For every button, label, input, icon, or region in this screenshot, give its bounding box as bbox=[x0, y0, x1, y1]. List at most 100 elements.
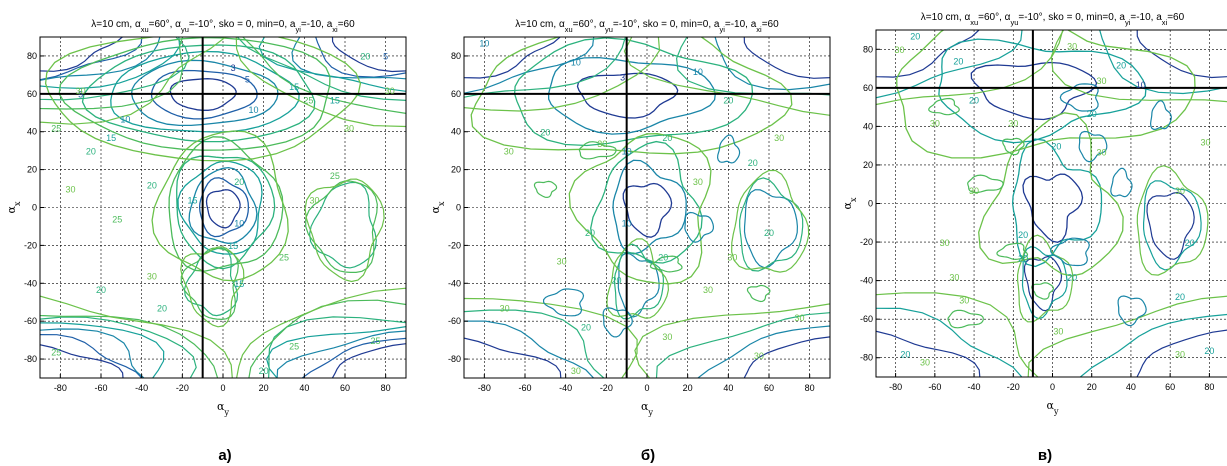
y-tick-label: 0 bbox=[868, 199, 873, 209]
contour-label: 3 bbox=[620, 73, 625, 83]
contour-label: 20 bbox=[581, 323, 591, 333]
contour-label: 30 bbox=[504, 146, 514, 156]
contour-label: 20 bbox=[360, 52, 370, 62]
y-tick-label: 80 bbox=[451, 51, 461, 61]
x-axis-label: αy bbox=[641, 400, 653, 417]
x-tick-label: 80 bbox=[805, 383, 815, 393]
contour-label: 30 bbox=[959, 296, 969, 306]
contour-label: 10 bbox=[693, 67, 703, 77]
x-tick-label: -40 bbox=[135, 383, 148, 393]
contour-label: 20 bbox=[86, 146, 96, 156]
contour-label: 15 bbox=[234, 279, 244, 289]
contour-label: 20 bbox=[969, 95, 979, 105]
y-tick-label: -40 bbox=[24, 278, 37, 288]
contour-label: 30 bbox=[940, 238, 950, 248]
x-tick-label: 40 bbox=[723, 383, 733, 393]
x-axis-label: αy bbox=[1046, 399, 1058, 416]
x-tick-label: -80 bbox=[889, 382, 902, 392]
contour-label: 20 bbox=[953, 57, 963, 67]
y-tick-label: -40 bbox=[860, 276, 873, 286]
contour-label: 30 bbox=[754, 351, 764, 361]
contour-label: 30 bbox=[1175, 350, 1185, 360]
x-tick-label: -60 bbox=[928, 382, 941, 392]
contour-label: 30 bbox=[774, 133, 784, 143]
panel-label: а) bbox=[218, 447, 231, 464]
contour-label: 20 bbox=[1067, 273, 1077, 283]
y-tick-label: -80 bbox=[24, 354, 37, 364]
y-tick-label: 60 bbox=[451, 89, 461, 99]
contour-label: 20 bbox=[662, 133, 672, 143]
y-tick-label: 40 bbox=[27, 127, 37, 137]
contour-label: 30 bbox=[344, 124, 354, 134]
contour-label: 20 bbox=[900, 350, 910, 360]
y-tick-label: 40 bbox=[451, 127, 461, 137]
contour-label: 30 bbox=[693, 177, 703, 187]
contour-label: 10 bbox=[248, 105, 258, 115]
y-tick-label: -80 bbox=[448, 354, 461, 364]
contour-label: 10 bbox=[622, 146, 632, 156]
contour-label: 20 bbox=[1204, 346, 1214, 356]
x-tick-label: 0 bbox=[644, 383, 649, 393]
panel-label: в) bbox=[1038, 447, 1052, 464]
x-tick-label: 40 bbox=[299, 383, 309, 393]
contour-label: 20 bbox=[147, 181, 157, 191]
y-tick-label: 20 bbox=[27, 165, 37, 175]
x-tick-label: 0 bbox=[220, 383, 225, 393]
contour-label: 30 bbox=[1200, 138, 1210, 148]
x-tick-label: -80 bbox=[478, 383, 491, 393]
panel-label: б) bbox=[641, 447, 655, 464]
contour-label: 30 bbox=[571, 366, 581, 376]
contour-label: 20 bbox=[1116, 61, 1126, 71]
contour-label: 25 bbox=[370, 336, 380, 346]
contour-label: 30 bbox=[1097, 76, 1107, 86]
contour-label: 30 bbox=[1067, 41, 1077, 51]
chart-title: λ=10 cm, αxu=60°, αyu=-10°, sko = 0, min… bbox=[515, 19, 779, 34]
contour-label: 30 bbox=[309, 196, 319, 206]
contour-label: 30 bbox=[500, 304, 510, 314]
x-tick-label: 60 bbox=[764, 383, 774, 393]
y-tick-label: 20 bbox=[451, 165, 461, 175]
contour-label: 30 bbox=[662, 332, 672, 342]
x-tick-label: -20 bbox=[176, 383, 189, 393]
contour-label: 20 bbox=[585, 228, 595, 238]
x-tick-label: -40 bbox=[968, 382, 981, 392]
contour-label: 20 bbox=[611, 275, 621, 285]
y-axis-label: αx bbox=[5, 201, 22, 213]
contour-label: 20 bbox=[1018, 253, 1028, 263]
contour-label: 20 bbox=[96, 285, 106, 295]
contour-label: 25 bbox=[330, 171, 340, 181]
contour-label: 25 bbox=[51, 347, 61, 357]
y-tick-label: -20 bbox=[448, 240, 461, 250]
y-tick-label: -20 bbox=[860, 237, 873, 247]
contour-label: 30 bbox=[385, 86, 395, 96]
contour-label: 3 bbox=[231, 63, 236, 73]
x-tick-label: 60 bbox=[1165, 382, 1175, 392]
contour-label: 20 bbox=[1018, 230, 1028, 240]
contour-label: 20 bbox=[540, 128, 550, 138]
y-tick-label: 60 bbox=[27, 89, 37, 99]
contour-label: 30 bbox=[930, 118, 940, 128]
contour-label: 20 bbox=[658, 253, 668, 263]
y-tick-label: 20 bbox=[863, 160, 873, 170]
contour-label: 15 bbox=[228, 241, 238, 251]
x-tick-label: -20 bbox=[600, 383, 613, 393]
y-tick-label: -80 bbox=[860, 353, 873, 363]
chart-title: λ=10 cm, αxu=60°, αyu=-10°, sko = 0, min… bbox=[91, 19, 355, 34]
contour-label: 30 bbox=[794, 313, 804, 323]
contour-label: 30 bbox=[597, 139, 607, 149]
contour-label: 20 bbox=[1175, 292, 1185, 302]
contour-label: 20 bbox=[748, 158, 758, 168]
contour-label: 30 bbox=[557, 256, 567, 266]
contour-label: 30 bbox=[895, 45, 905, 55]
chart-title: λ=10 cm, αxu=60°, αyu=-10°, sko = 0, min… bbox=[921, 12, 1185, 27]
contour-label: 20 bbox=[764, 228, 774, 238]
x-tick-label: 20 bbox=[683, 383, 693, 393]
contour-label: 10 bbox=[120, 114, 130, 124]
y-axis-label: αx bbox=[841, 197, 858, 209]
x-tick-label: -80 bbox=[54, 383, 67, 393]
contour-label: 30 bbox=[969, 186, 979, 196]
contour-label: 10 bbox=[1136, 80, 1146, 90]
contour-label: 30 bbox=[949, 273, 959, 283]
contour-label: 15 bbox=[187, 196, 197, 206]
